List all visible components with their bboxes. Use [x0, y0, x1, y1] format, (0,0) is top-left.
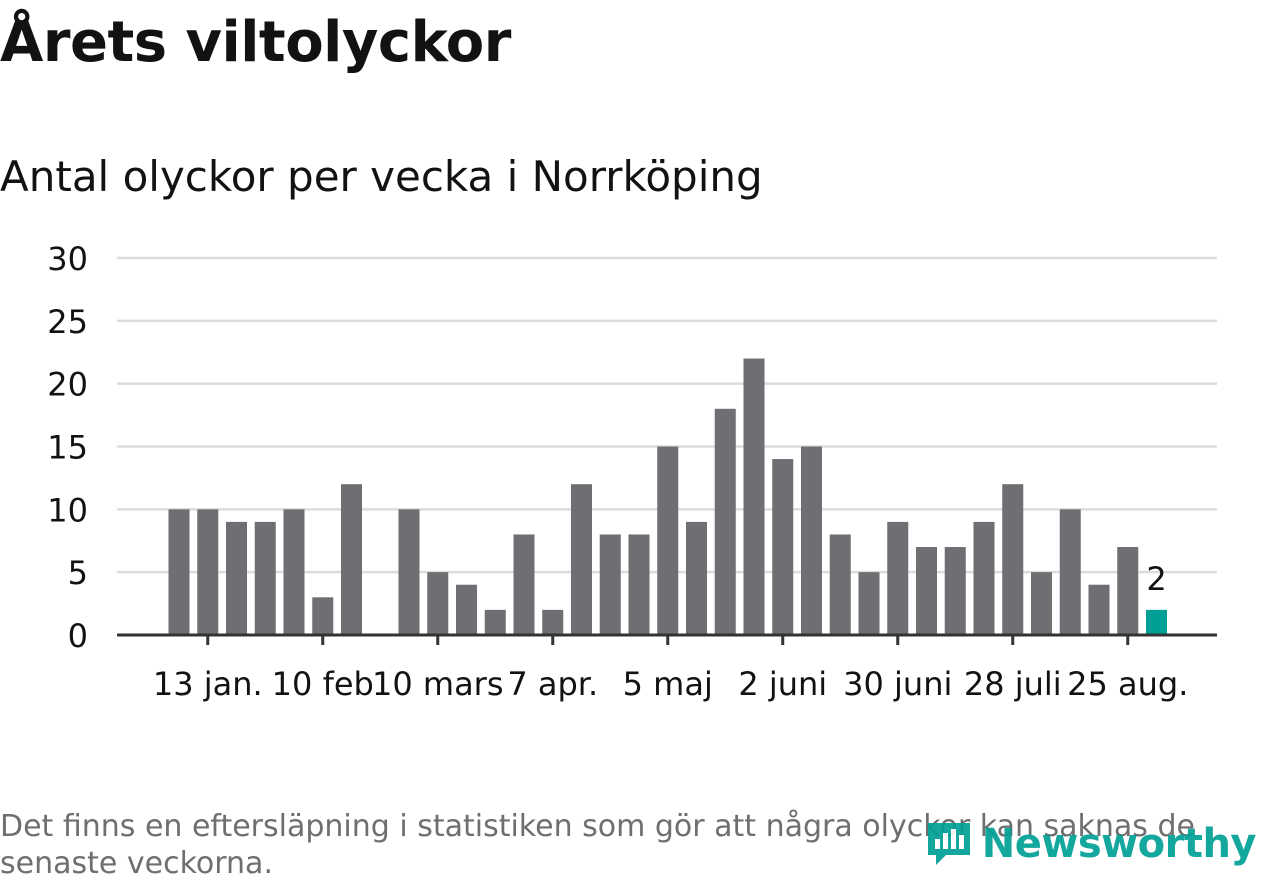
y-tick-label: 15 [47, 429, 88, 467]
y-tick-label: 20 [47, 366, 88, 404]
x-tick-label: 25 aug. [1067, 665, 1188, 703]
bar [686, 521, 707, 635]
bar [916, 547, 937, 635]
bar [801, 446, 822, 635]
y-tick-label: 5 [68, 554, 88, 592]
bar [197, 509, 219, 635]
newsworthy-logo-icon [924, 817, 974, 871]
x-tick-label: 30 juni [843, 665, 952, 703]
bar [484, 609, 506, 635]
chart-subtitle: Antal olyckor per vecka i Norrköping [0, 152, 763, 201]
brand-name: Newsworthy [981, 821, 1257, 867]
bar [254, 521, 276, 635]
y-tick-label: 30 [47, 240, 88, 278]
y-tick-label: 10 [47, 491, 88, 529]
bar [944, 547, 966, 635]
bar [743, 358, 765, 635]
bar [168, 509, 190, 635]
bar [772, 459, 794, 635]
x-tick-label: 7 apr. [507, 665, 598, 703]
x-tick-label: 10 mars [372, 665, 504, 703]
bar [657, 446, 679, 635]
x-tick-label: 2 juni [738, 665, 827, 703]
bar [714, 408, 736, 635]
y-tick-label: 0 [68, 617, 88, 655]
bar [1117, 547, 1139, 635]
bar [1059, 509, 1081, 635]
x-axis [117, 633, 1217, 645]
bar [226, 521, 247, 635]
bar [1031, 572, 1052, 635]
bar [427, 572, 449, 635]
x-tick-label: 28 juli [964, 665, 1062, 703]
bar-highlight [1146, 609, 1167, 635]
y-axis-labels: 0 5 10 15 20 25 30 [47, 240, 88, 655]
bar [283, 509, 305, 635]
bar [1088, 584, 1110, 635]
bar [513, 534, 535, 635]
bar [571, 484, 592, 635]
data-label: 2 [1146, 560, 1166, 598]
bar [973, 521, 995, 635]
bar [887, 521, 909, 635]
x-tick-label: 10 feb [272, 665, 374, 703]
bar [542, 609, 564, 635]
annotations: 2 [1146, 560, 1166, 598]
chart-title: Årets viltolyckor [0, 10, 511, 75]
bar [599, 534, 621, 635]
bar [341, 484, 362, 635]
bar [858, 572, 880, 635]
y-tick-label: 25 [47, 303, 88, 341]
x-tick-label: 5 maj [623, 665, 713, 703]
bar [628, 534, 650, 635]
bar [1002, 484, 1024, 635]
x-tick-label: 13 jan. [153, 665, 263, 703]
footnote: Det finns en eftersläpning i statistiken… [0, 809, 1195, 881]
bar [456, 584, 477, 635]
bars [168, 358, 1167, 635]
bar [829, 534, 851, 635]
bar [398, 509, 420, 635]
brand-logo: Newsworthy [924, 817, 1257, 871]
bar [312, 597, 334, 635]
